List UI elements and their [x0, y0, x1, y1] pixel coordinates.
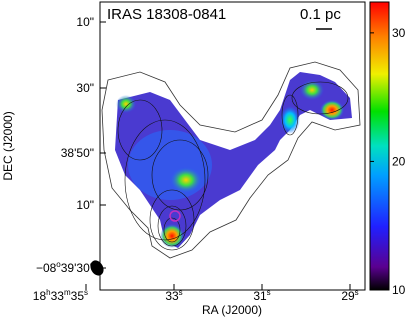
tick-label-part: 29 [341, 289, 355, 303]
outer-contour [101, 61, 361, 259]
plot-frame [99, 1, 366, 291]
tick-label-part: 10" [76, 198, 94, 212]
hotspot [280, 106, 300, 134]
colorbar-tick-label: 10 [392, 283, 406, 297]
tick-label: 38'50" [61, 146, 94, 160]
colorbar-tick-label: 20 [392, 154, 406, 168]
tick-label-part: 35 [71, 289, 85, 303]
tick-label-part: −08 [36, 261, 57, 275]
tick-label-part: 38'50" [61, 146, 94, 160]
hotspot [160, 224, 184, 248]
tick-label-part: o [56, 260, 61, 269]
chart-title: IRAS 18308-0841 [107, 6, 226, 23]
tick-label-part: m [64, 288, 71, 297]
contours [117, 81, 349, 251]
tick-label-part: 10" [76, 15, 94, 29]
tick-label-part: 31 [253, 289, 267, 303]
tick-label: 29s [341, 288, 358, 303]
tick-label: 30" [76, 81, 94, 95]
scale-label: 0.1 pc [300, 6, 341, 23]
y-axis-label: DEC (J2000) [1, 111, 15, 180]
tick-label-part: 39'30" [61, 261, 94, 275]
tick-label: 10" [76, 198, 94, 212]
hotspot [170, 167, 202, 193]
hotspot [116, 95, 136, 113]
tick-label: 18h33m35s [33, 288, 88, 303]
tick-label-part: h [46, 288, 50, 297]
tick-label: −08o39'30" [36, 260, 94, 275]
tick-label-part: s [179, 288, 183, 297]
tick-label: 10" [76, 15, 94, 29]
hotspot [300, 80, 324, 100]
hotspot [320, 100, 344, 120]
tick-label: 31s [253, 288, 270, 303]
colorbar-tick-label: 30 [392, 26, 406, 40]
tick-label-part: 33 [165, 289, 179, 303]
x-axis-label: RA (J2000) [202, 303, 262, 317]
colorbar [369, 1, 390, 291]
tick-label-part: 30" [76, 81, 94, 95]
emission [128, 130, 212, 200]
tick-label-part: s [355, 288, 359, 297]
tick-label-part: 33 [51, 289, 65, 303]
tick-label-part: s [267, 288, 271, 297]
tick-label: 33s [165, 288, 182, 303]
tick-label-part: 18 [33, 289, 47, 303]
tick-label-part: s [84, 288, 88, 297]
